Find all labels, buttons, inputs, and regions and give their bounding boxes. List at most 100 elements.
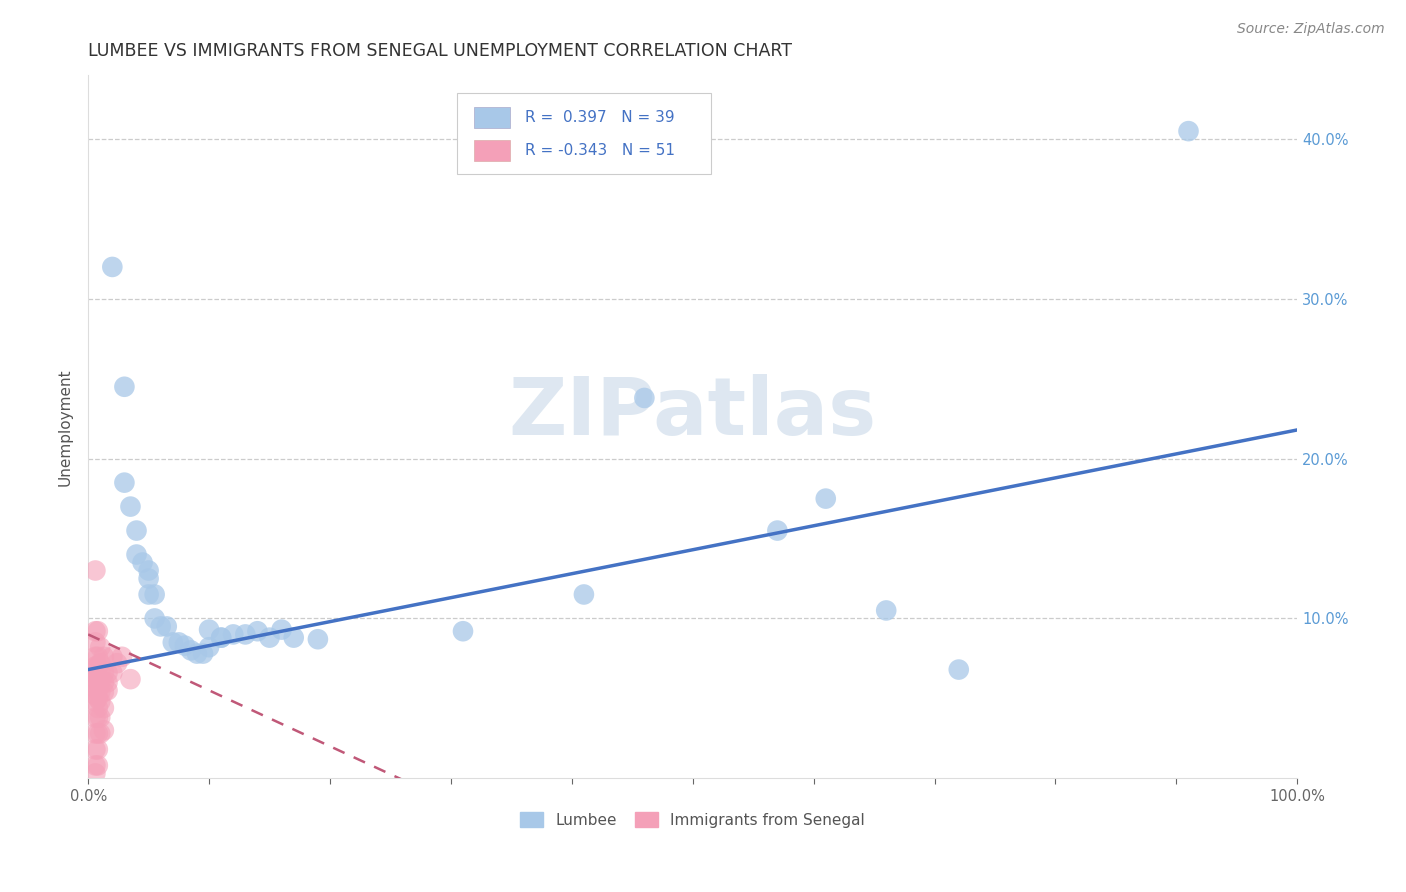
Point [84, 624, 107, 639]
Point [198, 623, 221, 637]
Point [138, 564, 160, 578]
FancyBboxPatch shape [457, 93, 711, 174]
Point [84, 688, 107, 702]
Point [125, 524, 148, 538]
Point [89, 665, 111, 680]
Point [948, 663, 970, 677]
Point [138, 587, 160, 601]
FancyBboxPatch shape [474, 107, 510, 128]
Point [180, 643, 202, 657]
Point [814, 491, 837, 506]
Point [87, 649, 110, 664]
Point [84, 672, 107, 686]
Text: ZIPatlas: ZIPatlas [509, 374, 877, 451]
Point [93, 665, 115, 680]
Point [96, 683, 118, 698]
Point [138, 572, 160, 586]
Point [167, 635, 190, 649]
Point [93, 701, 115, 715]
Point [198, 640, 221, 655]
Point [186, 647, 208, 661]
Point [101, 649, 124, 664]
Point [87, 758, 110, 772]
Point [259, 631, 281, 645]
Point [120, 672, 142, 686]
Point [120, 500, 142, 514]
Point [89, 710, 111, 724]
Point [101, 665, 124, 680]
Point [96, 665, 118, 680]
Point [87, 683, 110, 698]
Point [89, 675, 111, 690]
Point [84, 669, 107, 683]
Point [84, 766, 107, 780]
Point [162, 635, 184, 649]
Point [84, 649, 107, 664]
Point [89, 685, 111, 699]
Point [96, 675, 118, 690]
Point [84, 685, 107, 699]
Point [84, 726, 107, 740]
Point [131, 556, 153, 570]
Point [875, 603, 897, 617]
Point [149, 619, 172, 633]
Point [84, 710, 107, 724]
Point [84, 635, 107, 649]
Point [143, 611, 166, 625]
Point [87, 659, 110, 673]
Point [84, 742, 107, 756]
Text: LUMBEE VS IMMIGRANTS FROM SENEGAL UNEMPLOYMENT CORRELATION CHART: LUMBEE VS IMMIGRANTS FROM SENEGAL UNEMPL… [89, 42, 792, 60]
Point [307, 632, 329, 647]
Point [283, 631, 305, 645]
Point [1177, 124, 1199, 138]
Point [209, 631, 232, 645]
Point [451, 624, 474, 639]
Point [156, 619, 179, 633]
Text: Source: ZipAtlas.com: Source: ZipAtlas.com [1237, 22, 1385, 37]
FancyBboxPatch shape [474, 140, 510, 161]
Point [89, 656, 111, 670]
Point [93, 675, 115, 690]
Point [209, 631, 232, 645]
Point [143, 587, 166, 601]
Point [87, 701, 110, 715]
Point [105, 656, 128, 670]
Point [633, 391, 655, 405]
Point [87, 710, 110, 724]
Text: R =  0.397   N = 39: R = 0.397 N = 39 [526, 110, 675, 125]
Point [89, 694, 111, 708]
Point [87, 675, 110, 690]
Point [101, 260, 124, 274]
Point [112, 475, 135, 490]
Point [246, 624, 269, 639]
Point [84, 663, 107, 677]
Point [222, 627, 245, 641]
Point [111, 649, 134, 664]
Y-axis label: Unemployment: Unemployment [58, 368, 72, 485]
Point [84, 564, 107, 578]
Point [93, 685, 115, 699]
Point [87, 691, 110, 706]
Point [87, 742, 110, 756]
Point [87, 624, 110, 639]
Point [84, 679, 107, 693]
Point [87, 669, 110, 683]
Point [93, 723, 115, 738]
Point [84, 659, 107, 673]
Point [84, 694, 107, 708]
Point [84, 758, 107, 772]
Legend: Lumbee, Immigrants from Senegal: Lumbee, Immigrants from Senegal [515, 805, 872, 834]
Point [270, 623, 292, 637]
Point [173, 639, 195, 653]
Text: R = -0.343   N = 51: R = -0.343 N = 51 [526, 143, 675, 158]
Point [191, 647, 214, 661]
Point [89, 640, 111, 655]
Point [89, 726, 111, 740]
Point [233, 627, 256, 641]
Point [766, 524, 789, 538]
Point [125, 548, 148, 562]
Point [112, 380, 135, 394]
Point [87, 726, 110, 740]
Point [572, 587, 595, 601]
Point [93, 649, 115, 664]
